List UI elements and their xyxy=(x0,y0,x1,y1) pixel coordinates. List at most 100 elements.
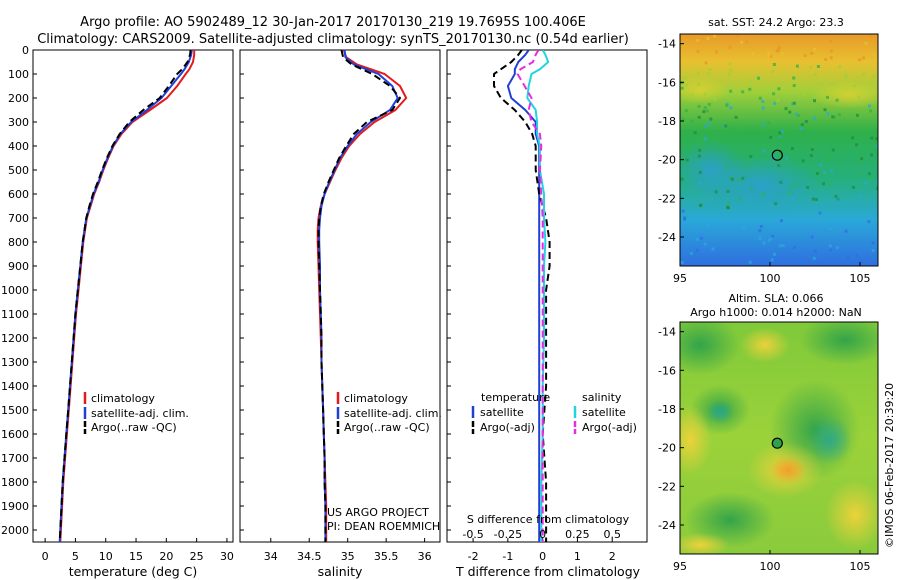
sla-field xyxy=(680,322,878,554)
sst-pixel xyxy=(770,236,774,240)
sst-pixel xyxy=(871,241,875,245)
sst-map-title: sat. SST: 24.2 Argo: 23.3 xyxy=(708,16,844,29)
sst-pixel xyxy=(810,148,814,151)
sst-pixel xyxy=(747,58,751,62)
sst-pixel xyxy=(761,106,765,110)
sst-pixel xyxy=(711,247,715,251)
temperature-x-tick-label: 30 xyxy=(220,550,234,563)
sst-pixel xyxy=(762,241,766,245)
sst-pixel xyxy=(844,229,848,233)
sst-pixel xyxy=(748,260,752,264)
sst-pixel xyxy=(776,98,780,102)
difference-series-salinity-satellite xyxy=(526,50,550,542)
sst-pixel xyxy=(695,237,699,241)
sla-map: Altim. SLA: 0.066 Argo h1000: 0.014 h200… xyxy=(658,292,879,573)
sst-map-lon-label: 105 xyxy=(850,272,871,285)
sst-pixel xyxy=(792,84,796,87)
sst-pixel xyxy=(698,170,702,174)
sst-pixel xyxy=(714,147,718,151)
sst-map-lon-label: 100 xyxy=(760,272,781,285)
depth-tick-label: 1500 xyxy=(1,404,29,417)
sst-pixel xyxy=(791,197,795,201)
sst-pixel xyxy=(826,112,830,116)
sst-pixel xyxy=(823,108,827,112)
temperature-x-label: temperature (deg C) xyxy=(69,564,198,579)
sst-pixel xyxy=(813,99,816,103)
difference-series-salinity-argo-adj xyxy=(516,50,544,542)
sst-pixel xyxy=(771,234,775,238)
sst-pixel xyxy=(868,104,871,108)
s-difference-tick-label: -0.5 xyxy=(462,528,483,541)
sst-pixel xyxy=(750,186,754,190)
sst-pixel xyxy=(699,214,703,218)
sst-pixel xyxy=(809,154,813,157)
t-difference-label: T difference from climatology xyxy=(455,564,641,579)
sst-pixel xyxy=(726,91,730,95)
sla-map-title-line1: Altim. SLA: 0.066 xyxy=(728,292,823,305)
sst-pixel xyxy=(703,92,707,96)
sst-pixel xyxy=(870,136,874,140)
sst-pixel xyxy=(727,201,731,205)
sst-pixel xyxy=(835,264,839,266)
sst-pixel xyxy=(838,65,842,69)
sst-pixel xyxy=(698,137,702,141)
sst-pixel xyxy=(729,68,733,72)
sst-pixel xyxy=(836,199,840,203)
sst-pixel xyxy=(770,258,774,262)
sst-pixel xyxy=(703,137,707,141)
sst-pixel xyxy=(835,98,839,102)
salinity-x-tick-label: 34.5 xyxy=(297,550,322,563)
sst-map-lat-label: -20 xyxy=(658,154,676,167)
sst-pixel xyxy=(814,201,818,205)
sst-pixel xyxy=(791,147,794,150)
sst-pixel xyxy=(722,125,726,129)
temperature-x-tick-label: 15 xyxy=(129,550,143,563)
sst-pixel xyxy=(826,139,830,143)
sst-pixel xyxy=(810,51,814,55)
sst-pixel xyxy=(710,198,714,201)
depth-tick-label: 1000 xyxy=(1,284,29,297)
sla-map-lon-label: 100 xyxy=(760,560,781,573)
temperature-series-satellite-adj-clim xyxy=(58,50,193,542)
sst-pixel xyxy=(853,84,857,88)
sst-pixel xyxy=(831,218,835,222)
sst-pixel xyxy=(702,110,706,114)
sst-pixel xyxy=(730,177,734,181)
sst-pixel xyxy=(697,104,701,108)
sst-pixel xyxy=(769,135,773,139)
s-difference-label: S difference from climatology xyxy=(467,513,630,526)
sst-pixel xyxy=(733,211,737,215)
sst-pixel xyxy=(713,218,717,222)
depth-tick-label: 900 xyxy=(8,260,29,273)
s-difference-tick-label: 0 xyxy=(539,528,546,541)
sst-pixel xyxy=(816,172,819,175)
sst-pixel xyxy=(813,47,817,51)
sst-pixel xyxy=(844,75,848,79)
salinity-legend-satellite: satellite-adj. clim. xyxy=(344,407,442,420)
temperature-x-tick-label: 5 xyxy=(72,550,79,563)
salinity-legend: climatology satellite-adj. clim. Argo(..… xyxy=(336,392,442,434)
sst-pixel xyxy=(828,227,832,231)
sst-pixel xyxy=(794,182,798,186)
sst-pixel xyxy=(830,169,834,173)
sst-pixel xyxy=(871,219,875,223)
sst-pixel xyxy=(837,113,841,117)
sst-pixel xyxy=(868,34,872,38)
difference-x-tick-label: -2 xyxy=(468,550,479,563)
sst-pixel xyxy=(767,51,771,55)
figure-title-line1: Argo profile: AO 5902489_12 30-Jan-2017 … xyxy=(80,15,586,30)
sst-pixel xyxy=(785,156,789,160)
sst-pixel xyxy=(874,95,878,99)
sst-pixel xyxy=(758,96,762,100)
sst-pixel xyxy=(728,45,732,49)
sst-pixel xyxy=(828,215,832,219)
sst-pixel xyxy=(703,106,707,110)
sst-pixel xyxy=(680,147,683,150)
sst-pixel xyxy=(814,73,817,77)
sst-pixel xyxy=(709,117,713,121)
sst-pixel xyxy=(844,73,848,77)
sla-map-lat-label: -16 xyxy=(658,364,676,377)
sst-pixel xyxy=(773,252,776,256)
salinity-x-label: salinity xyxy=(318,564,363,579)
sst-pixel xyxy=(724,124,728,128)
